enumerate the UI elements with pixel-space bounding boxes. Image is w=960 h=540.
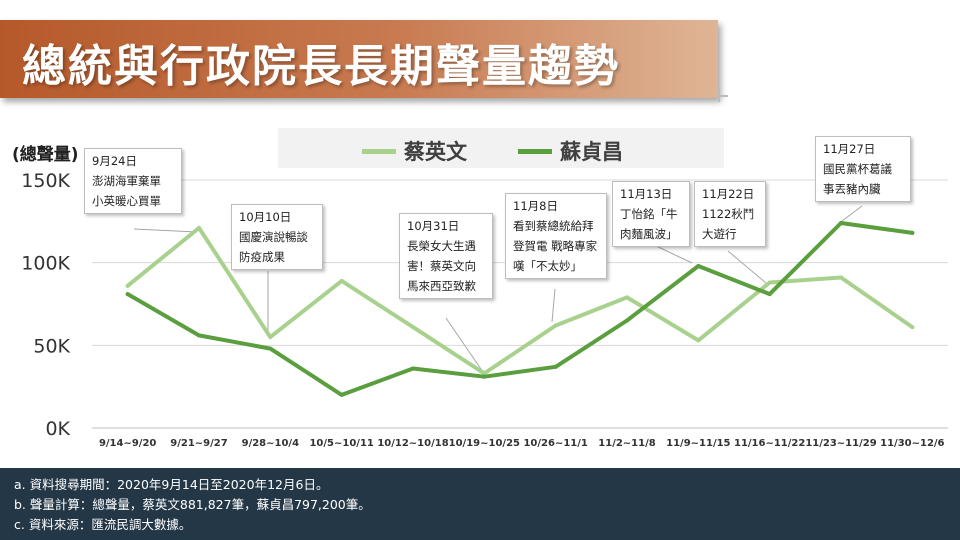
data-point xyxy=(767,292,772,297)
footer-notes: a. 資料搜尋期間：2020年9月14日至2020年12月6日。 b. 聲量計算… xyxy=(0,468,960,540)
callout-11-22: 11月22日 1122秋鬥 大遊行 xyxy=(694,181,766,247)
data-point xyxy=(696,263,701,268)
callout-11-13: 11月13日 丁怡銘「牛 肉麵風波」 xyxy=(612,181,690,247)
legend-item-su: 蘇貞昌 xyxy=(518,136,623,166)
x-tick-label: 10/12~10/18 xyxy=(377,438,448,449)
callout-text: 小英暖心買單 xyxy=(92,194,161,208)
callout-11-27: 11月27日 國民黨杯葛議 事丟豬內臟 xyxy=(815,136,911,202)
callout-11-8: 11月8日 看到蔡總統給拜 登賀電 戰略專家 嘆「不太妙」 xyxy=(505,193,607,279)
callout-9-24: 9月24日 澎湖海軍棄單 小英暖心買單 xyxy=(84,148,182,214)
callout-text: 10月10日 xyxy=(239,210,292,224)
callout-10-10: 10月10日 國慶演說暢談 防疫成果 xyxy=(231,204,323,270)
data-point xyxy=(482,371,487,376)
x-tick-label: 9/21~9/27 xyxy=(170,438,227,449)
callout-text: 害！蔡英文向 xyxy=(407,259,476,273)
data-point xyxy=(696,338,701,343)
callout-text: 事丟豬內臟 xyxy=(823,182,881,196)
x-tick-label: 11/2~11/8 xyxy=(598,438,655,449)
y-tick-label: 150K xyxy=(21,170,70,192)
data-point xyxy=(553,323,558,328)
callout-text: 登賀電 戰略專家 xyxy=(513,239,598,253)
legend-swatch-su xyxy=(518,148,552,154)
data-point xyxy=(411,325,415,330)
data-point xyxy=(125,292,130,297)
callout-text: 11月8日 xyxy=(513,199,558,213)
data-point xyxy=(482,374,487,379)
data-point xyxy=(125,283,130,288)
title-banner: 總統與行政院長長期聲量趨勢 xyxy=(0,20,718,98)
x-tick-label: 9/28~10/4 xyxy=(242,438,299,449)
callout-text: 11月27日 xyxy=(823,142,876,156)
legend: 蔡英文 蘇貞昌 xyxy=(278,128,724,168)
data-point xyxy=(625,295,629,300)
x-tick-label: 9/14~9/20 xyxy=(99,438,156,449)
data-point xyxy=(625,318,629,323)
x-tick-label: 10/19~10/25 xyxy=(449,438,520,449)
callout-connector xyxy=(551,288,556,323)
callout-text: 丁怡銘「牛 xyxy=(620,207,678,221)
callout-text: 長榮女大生遇 xyxy=(407,239,476,253)
data-point xyxy=(411,366,415,371)
decorative-line xyxy=(716,95,728,97)
data-point xyxy=(553,364,558,369)
callout-text: 11月22日 xyxy=(702,187,755,201)
legend-label-su: 蘇貞昌 xyxy=(560,140,623,164)
callout-text: 肉麵風波」 xyxy=(620,227,678,241)
y-tick-label: 50K xyxy=(33,335,70,357)
callout-connector xyxy=(133,228,198,233)
callout-10-31: 10月31日 長榮女大生遇 害！蔡英文向 馬來西亞致歉 xyxy=(399,213,493,299)
footer-note-b: b. 聲量計算：總聲量，蔡英文881,827筆，蘇貞昌797,200筆。 xyxy=(14,497,371,512)
x-tick-label: 11/30~12/6 xyxy=(880,438,944,449)
callout-text: 嘆「不太妙」 xyxy=(513,259,582,273)
callout-text: 1122秋鬥 xyxy=(702,207,755,221)
y-tick-label: 100K xyxy=(21,253,70,275)
data-point xyxy=(767,280,772,285)
callout-connector xyxy=(651,243,693,264)
y-tick-label: 0K xyxy=(45,418,70,440)
data-point xyxy=(268,346,273,351)
chart-title: 總統與行政院長長期聲量趨勢 xyxy=(22,41,620,92)
series-line-su xyxy=(125,221,915,397)
x-tick-label: 11/9~11/15 xyxy=(666,438,730,449)
data-point xyxy=(910,230,915,235)
footer-note-c: c. 資料來源：匯流民調大數據。 xyxy=(14,517,192,532)
data-point xyxy=(268,335,273,340)
callout-connector xyxy=(837,205,863,225)
line-chart: 0K 50K 100K 150K 9/14~9/20 9/21~9/27 9/28~10/4… xyxy=(21,170,948,449)
footer-note-a: a. 資料搜尋期間：2020年9月14日至2020年12月6日。 xyxy=(14,477,329,492)
data-point xyxy=(910,325,915,330)
callout-text: 大遊行 xyxy=(702,227,737,241)
callout-text: 澎湖海軍棄單 xyxy=(92,174,161,188)
data-point xyxy=(839,275,843,280)
callout-text: 9月24日 xyxy=(92,154,137,168)
data-point xyxy=(197,225,201,230)
callout-connector xyxy=(727,250,767,284)
x-tick-label: 10/26~11/1 xyxy=(523,438,587,449)
legend-label-tsai: 蔡英文 xyxy=(404,140,467,164)
callout-text: 看到蔡總統給拜 xyxy=(513,219,594,233)
x-tick-label: 10/5~10/11 xyxy=(309,438,373,449)
callout-text: 國慶演說暢談 xyxy=(239,230,308,244)
callout-text: 11月13日 xyxy=(620,187,673,201)
x-tick-label: 11/23~11/29 xyxy=(805,438,876,449)
legend-swatch-tsai xyxy=(362,148,396,154)
data-point xyxy=(339,392,344,397)
x-tick-label: 11/16~11/22 xyxy=(734,438,805,449)
data-point xyxy=(839,220,843,225)
legend-item-tsai: 蔡英文 xyxy=(362,136,467,166)
callout-connector xyxy=(445,317,484,373)
callout-text: 10月31日 xyxy=(407,219,460,233)
callout-text: 防疫成果 xyxy=(239,250,285,264)
y-axis-unit-label: (總聲量) xyxy=(12,145,79,165)
decorative-line xyxy=(718,88,720,102)
callout-text: 國民黨杯葛議 xyxy=(823,162,892,176)
data-point xyxy=(339,278,344,283)
callout-text: 馬來西亞致歉 xyxy=(407,279,476,293)
data-point xyxy=(197,333,201,338)
